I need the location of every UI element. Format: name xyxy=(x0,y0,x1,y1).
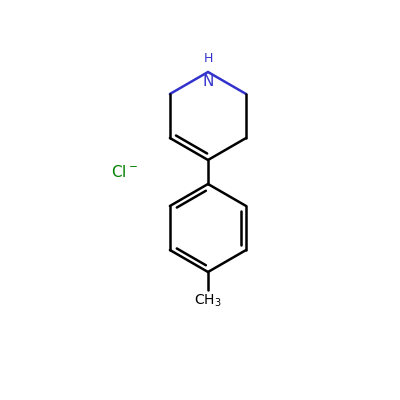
Text: Cl$^-$: Cl$^-$ xyxy=(110,164,138,180)
Text: N: N xyxy=(202,74,214,89)
Text: H: H xyxy=(203,52,213,65)
Text: CH$_3$: CH$_3$ xyxy=(194,293,222,309)
